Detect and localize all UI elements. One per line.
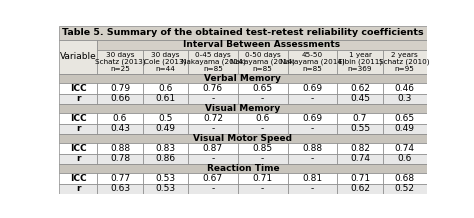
Text: -: -	[261, 94, 264, 103]
Text: 0.3: 0.3	[398, 94, 412, 103]
Bar	[383, 124, 427, 134]
Text: 0.49: 0.49	[395, 124, 415, 133]
Bar	[288, 113, 337, 124]
Bar	[143, 143, 188, 153]
Bar	[97, 40, 427, 50]
Bar	[143, 124, 188, 134]
Bar	[288, 184, 337, 194]
Text: 0.86: 0.86	[155, 154, 175, 163]
Text: Visual Motor Speed: Visual Motor Speed	[193, 134, 292, 143]
Text: 0.81: 0.81	[302, 174, 322, 183]
Text: 0.52: 0.52	[395, 184, 415, 193]
Text: 0.69: 0.69	[302, 84, 322, 93]
Bar	[238, 143, 288, 153]
Bar	[188, 184, 238, 194]
Bar	[143, 173, 188, 184]
Bar	[337, 83, 383, 94]
Text: 30 days
Schatz (2013)
n=25: 30 days Schatz (2013) n=25	[95, 52, 145, 72]
Bar	[337, 153, 383, 164]
Text: 0.61: 0.61	[155, 94, 175, 103]
Bar	[59, 94, 97, 104]
Text: -: -	[311, 94, 314, 103]
Bar	[97, 124, 143, 134]
Bar	[59, 74, 427, 83]
Bar	[337, 50, 383, 74]
Text: 0.55: 0.55	[350, 124, 370, 133]
Text: -: -	[311, 184, 314, 193]
Text: 0.7: 0.7	[353, 114, 367, 123]
Bar	[143, 94, 188, 104]
Bar	[337, 143, 383, 153]
Bar	[97, 153, 143, 164]
Text: ICC: ICC	[70, 114, 87, 123]
Bar	[238, 153, 288, 164]
Text: Table 5. Summary of the obtained test-retest reliability coefficients: Table 5. Summary of the obtained test-re…	[62, 28, 424, 37]
Bar	[383, 83, 427, 94]
Text: 0.79: 0.79	[110, 84, 130, 93]
Bar	[383, 153, 427, 164]
Text: 0.74: 0.74	[350, 154, 370, 163]
Bar	[383, 113, 427, 124]
Text: 0.49: 0.49	[155, 124, 175, 133]
Bar	[188, 113, 238, 124]
Bar	[59, 173, 97, 184]
Bar	[97, 83, 143, 94]
Bar	[143, 153, 188, 164]
Text: 45-50
Nakayama (2014)
n=85: 45-50 Nakayama (2014) n=85	[280, 52, 345, 72]
Text: 0.88: 0.88	[302, 144, 322, 153]
Text: ICC: ICC	[70, 144, 87, 153]
Bar	[288, 124, 337, 134]
Bar	[288, 50, 337, 74]
Text: 0.53: 0.53	[155, 174, 175, 183]
Bar	[238, 113, 288, 124]
Text: 0.53: 0.53	[155, 184, 175, 193]
Bar	[238, 83, 288, 94]
Bar	[238, 94, 288, 104]
Text: 0.78: 0.78	[110, 154, 130, 163]
Text: -: -	[261, 154, 264, 163]
Bar	[337, 124, 383, 134]
Text: 0-45 days
Nakayama (2014)
n=85: 0-45 days Nakayama (2014) n=85	[181, 52, 246, 72]
Bar	[59, 113, 97, 124]
Bar	[383, 94, 427, 104]
Text: r: r	[76, 184, 81, 193]
Bar	[143, 184, 188, 194]
Bar	[97, 50, 143, 74]
Text: -: -	[311, 154, 314, 163]
Text: 0.69: 0.69	[302, 114, 322, 123]
Text: ICC: ICC	[70, 174, 87, 183]
Text: 0.63: 0.63	[110, 184, 130, 193]
Bar	[337, 113, 383, 124]
Text: Verbal Memory: Verbal Memory	[204, 74, 282, 83]
Text: 0.82: 0.82	[350, 144, 370, 153]
Text: Visual Memory: Visual Memory	[205, 104, 281, 113]
Text: r: r	[76, 124, 81, 133]
Bar	[188, 94, 238, 104]
Text: 0.65: 0.65	[253, 84, 273, 93]
Bar	[97, 113, 143, 124]
Bar	[188, 153, 238, 164]
Bar	[383, 50, 427, 74]
Text: Variable: Variable	[60, 52, 97, 61]
Text: 0.72: 0.72	[203, 114, 223, 123]
Bar	[188, 173, 238, 184]
Bar	[59, 143, 97, 153]
Text: 0.67: 0.67	[203, 174, 223, 183]
Bar	[288, 143, 337, 153]
Text: -: -	[211, 154, 215, 163]
Bar	[288, 153, 337, 164]
Bar	[97, 173, 143, 184]
Bar	[97, 184, 143, 194]
Bar	[59, 134, 427, 143]
Text: 0.6: 0.6	[398, 154, 412, 163]
Text: 0.62: 0.62	[350, 184, 370, 193]
Text: 0.88: 0.88	[110, 144, 130, 153]
Bar	[288, 83, 337, 94]
Text: 0.46: 0.46	[395, 84, 415, 93]
Bar	[143, 83, 188, 94]
Text: 0.87: 0.87	[203, 144, 223, 153]
Text: Interval Between Assessments: Interval Between Assessments	[183, 40, 340, 49]
Text: 0.71: 0.71	[350, 174, 370, 183]
Text: ICC: ICC	[70, 84, 87, 93]
Bar	[59, 153, 97, 164]
